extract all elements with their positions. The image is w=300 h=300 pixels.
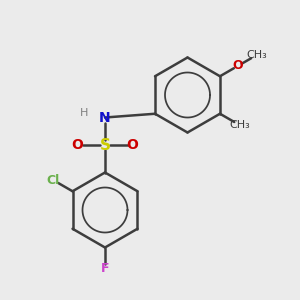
Text: O: O	[72, 138, 83, 152]
Text: S: S	[100, 137, 110, 152]
Text: Cl: Cl	[46, 173, 60, 187]
Text: CH₃: CH₃	[229, 120, 250, 130]
Text: O: O	[127, 138, 138, 152]
Text: F: F	[101, 262, 109, 275]
Text: H: H	[80, 107, 88, 118]
Text: O: O	[233, 59, 244, 72]
Text: N: N	[99, 110, 111, 124]
Text: CH₃: CH₃	[246, 50, 267, 60]
